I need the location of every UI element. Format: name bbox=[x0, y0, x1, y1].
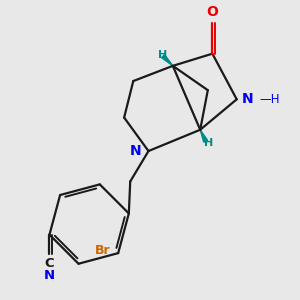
Text: Br: Br bbox=[95, 244, 111, 256]
Text: N: N bbox=[44, 269, 55, 282]
Text: C: C bbox=[45, 257, 54, 270]
Text: N: N bbox=[130, 144, 142, 158]
Text: N: N bbox=[242, 92, 254, 106]
Text: —H: —H bbox=[260, 93, 280, 106]
Text: O: O bbox=[206, 5, 218, 19]
Text: H: H bbox=[158, 50, 167, 60]
Text: H: H bbox=[204, 138, 213, 148]
Polygon shape bbox=[162, 55, 173, 66]
Polygon shape bbox=[200, 130, 208, 142]
